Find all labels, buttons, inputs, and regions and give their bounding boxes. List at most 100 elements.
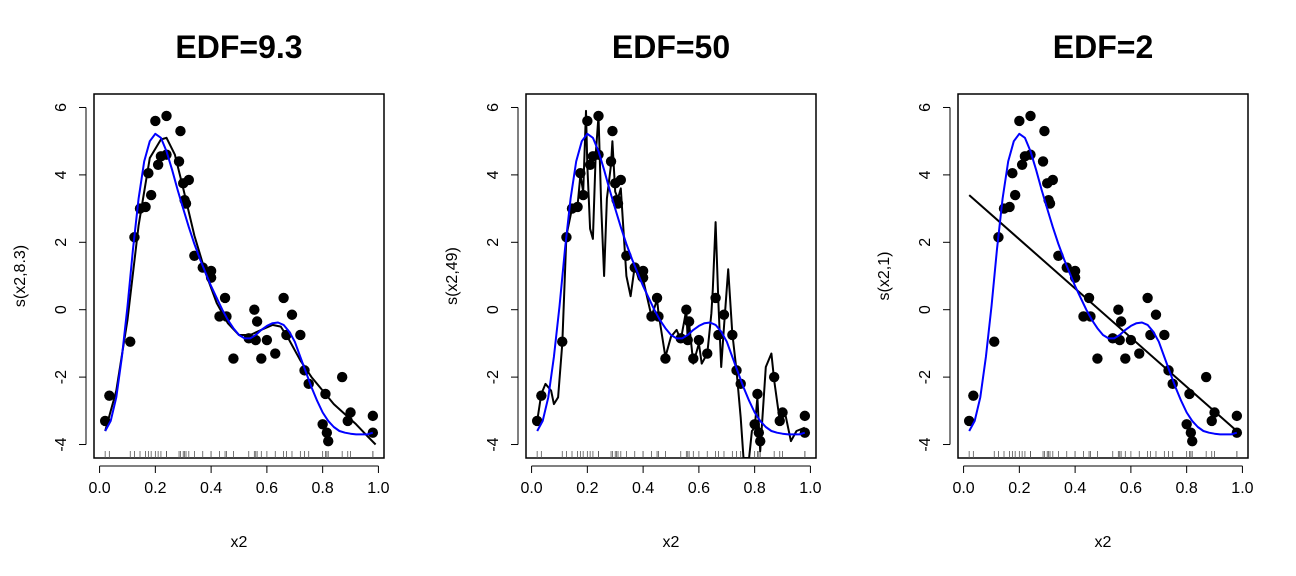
y-tick-label: 2 — [485, 238, 502, 247]
data-point — [963, 415, 975, 427]
plot-area — [963, 110, 1243, 458]
y-tick-label: 4 — [53, 170, 70, 179]
x-tick-label: 0.4 — [200, 480, 222, 497]
data-point — [1004, 201, 1015, 213]
data-point — [1047, 174, 1059, 186]
data-point — [1134, 348, 1145, 359]
plot-area — [531, 109, 811, 458]
data-point — [572, 201, 583, 213]
data-point — [1200, 371, 1212, 383]
x-tick-label: 1.0 — [1231, 480, 1253, 497]
data-point — [1187, 435, 1198, 447]
data-point — [278, 292, 289, 304]
data-point — [345, 407, 356, 418]
data-point — [321, 427, 333, 438]
data-point — [175, 125, 186, 137]
panel-title: EDF=2 — [1053, 29, 1153, 65]
x-tick-label: 0.8 — [744, 480, 766, 497]
x-tick-label: 0.0 — [952, 480, 974, 497]
panel-title: EDF=9.3 — [175, 29, 302, 65]
data-point — [615, 174, 627, 186]
y-axis-label: s(x2,8.3) — [12, 245, 29, 307]
panel-title: EDF=50 — [612, 29, 730, 65]
data-point — [582, 115, 593, 127]
data-point — [1231, 427, 1243, 438]
y-tick-label: -2 — [485, 370, 502, 384]
x-tick-label: 1.0 — [799, 480, 821, 497]
x-axis-label: x2 — [231, 534, 248, 551]
data-point — [367, 410, 379, 422]
data-point — [989, 336, 1000, 347]
x-axis-label: x2 — [663, 534, 680, 551]
data-point — [219, 292, 231, 304]
data-point — [651, 292, 663, 304]
data-point — [228, 353, 239, 364]
plot-frame — [957, 93, 1249, 459]
data-point — [125, 336, 136, 347]
data-point — [1185, 427, 1197, 438]
y-tick-label: 6 — [485, 103, 502, 112]
data-point — [261, 334, 273, 346]
x-tick-label: 1.0 — [367, 480, 389, 497]
data-point — [1150, 309, 1162, 320]
data-point — [1120, 353, 1131, 364]
data-point — [1206, 415, 1217, 427]
data-point — [152, 159, 164, 170]
data-point — [752, 388, 763, 400]
data-point — [249, 304, 260, 315]
data-point — [286, 309, 298, 320]
data-point — [367, 427, 379, 438]
y-tick-label: 2 — [53, 238, 70, 247]
panel: EDF=50 0.0 0.2 0.4 0.6 0.8 1.0 x2 -4 -2 0 2 4 6 s(x2,4… — [444, 29, 822, 551]
data-point — [1092, 353, 1103, 364]
data-point — [531, 415, 543, 427]
data-point — [1037, 156, 1049, 167]
y-axis-label: s(x2,49) — [444, 247, 461, 305]
data-point — [104, 390, 115, 401]
data-point — [1014, 115, 1025, 127]
data-point — [205, 265, 217, 277]
x-tick-label: 0.6 — [1120, 480, 1142, 497]
data-point — [256, 353, 267, 364]
data-point — [799, 410, 811, 422]
x-tick-label: 0.2 — [144, 480, 166, 497]
y-tick-label: 0 — [53, 305, 70, 314]
y-tick-label: 6 — [53, 103, 70, 112]
x-tick-label: 0.8 — [1176, 480, 1198, 497]
data-point — [323, 435, 334, 447]
true-curve — [536, 132, 806, 436]
x-tick-label: 0.4 — [1064, 480, 1086, 497]
y-tick-label: 6 — [917, 103, 934, 112]
data-point — [693, 334, 705, 346]
data-point — [270, 348, 281, 359]
x-tick-label: 0.0 — [520, 480, 542, 497]
data-point — [1025, 110, 1036, 122]
data-point — [1231, 410, 1243, 422]
y-tick-label: 4 — [917, 170, 934, 179]
fitted-curve — [104, 136, 377, 446]
x-tick-label: 0.6 — [688, 480, 710, 497]
data-point — [1142, 292, 1153, 304]
x-tick-label: 0.2 — [576, 480, 598, 497]
data-point — [577, 189, 589, 201]
data-point — [161, 110, 172, 122]
y-tick-label: -4 — [53, 437, 70, 451]
y-tick-label: -2 — [53, 370, 70, 384]
x-axis-label: x2 — [1095, 534, 1112, 551]
data-point — [968, 390, 979, 401]
data-point — [799, 427, 811, 438]
data-point — [317, 419, 328, 430]
y-tick-label: 0 — [485, 305, 502, 314]
data-point — [607, 125, 618, 137]
x-tick-label: 0.8 — [312, 480, 334, 497]
data-point — [1083, 292, 1095, 304]
data-point — [1115, 316, 1127, 327]
data-point — [1113, 304, 1124, 315]
data-point — [183, 174, 195, 186]
fitted-curve — [536, 109, 806, 458]
y-tick-label: 2 — [917, 238, 934, 247]
plot-frame — [93, 93, 385, 459]
data-point — [145, 189, 157, 201]
panel: EDF=2 0.0 0.2 0.4 0.6 0.8 1.0 x2 -4 -2 0 2 4 6 s(x2,1) — [876, 29, 1254, 551]
data-point — [1016, 159, 1028, 170]
